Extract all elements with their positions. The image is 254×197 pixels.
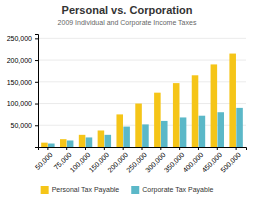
y-tick-mark [35, 60, 38, 61]
y-tick-label: 50,000 [11, 122, 33, 129]
subtitle: 2009 Individual and Corporate Income Tax… [58, 19, 197, 27]
legend-item: Personal Tax Payable [41, 186, 120, 194]
bar [98, 130, 105, 147]
x-tick-mark [198, 147, 199, 150]
bar [135, 104, 142, 147]
legend-item: Corporate Tax Payable [131, 186, 213, 194]
bar [116, 114, 123, 147]
bar [123, 127, 130, 147]
y-tick: 150,000 [7, 79, 38, 86]
plot: 50,000100,000150,000200,000250,00050,000… [7, 35, 247, 174]
y-tick: 100,000 [7, 100, 38, 107]
legend-swatch [41, 186, 49, 194]
bar [211, 64, 218, 147]
x-tick-mark [85, 147, 86, 150]
bar [236, 108, 243, 147]
y-tick-label: 250,000 [7, 35, 32, 42]
x-tick-mark [123, 147, 124, 150]
y-tick-mark [35, 125, 38, 126]
y-tick-label: 200,000 [7, 57, 32, 64]
bar-series [48, 108, 243, 147]
grid-line [38, 38, 246, 39]
y-tick-label: 100,000 [7, 100, 32, 107]
x-tick-mark [179, 147, 180, 150]
legend-label: Personal Tax Payable [52, 186, 120, 194]
x-tick-mark [236, 147, 237, 150]
y-tick: 200,000 [7, 57, 38, 64]
x-tick-label: 50,000 [34, 151, 54, 171]
x-tick: 500,000 [219, 147, 242, 174]
y-tick-mark [35, 38, 38, 39]
x-axis: 50,00075,000100,000150,000200,000250,000… [34, 147, 247, 174]
bar [173, 83, 180, 147]
title: Personal vs. Corporation [62, 4, 193, 16]
x-tick-mark [160, 147, 161, 150]
bar [154, 93, 161, 147]
y-tick: 50,000 [11, 122, 38, 129]
bar [60, 139, 67, 147]
x-tick-mark [104, 147, 105, 150]
y-tick-mark [35, 82, 38, 83]
x-axis-line [39, 148, 247, 151]
grid-line [38, 60, 246, 61]
y-tick-mark [35, 104, 38, 105]
bar [86, 137, 93, 147]
chart: Personal vs. Corporation 2009 Individual … [0, 0, 254, 197]
y-axis-line [35, 35, 39, 148]
x-tick-mark [142, 147, 143, 150]
bar [229, 54, 236, 147]
bar [161, 121, 168, 147]
bars [41, 54, 243, 147]
bar [192, 75, 199, 147]
x-tick: 50,000 [34, 147, 54, 171]
legend: Personal Tax Payable Corporate Tax Payabl… [41, 186, 214, 194]
bar-series [41, 54, 236, 147]
bar [199, 116, 206, 147]
x-tick-mark [47, 147, 48, 150]
y-axis: 50,000 100,000 150,000 200,000 250,000 [7, 35, 39, 148]
legend-label: Corporate Tax Payable [142, 186, 213, 194]
bar [48, 144, 55, 147]
bar [217, 112, 224, 147]
bar [180, 117, 187, 147]
x-tick-mark [217, 147, 218, 150]
y-tick-label: 150,000 [7, 79, 32, 86]
bar [41, 143, 48, 147]
y-tick: 250,000 [7, 35, 38, 42]
legend-swatch [131, 186, 139, 194]
bar [79, 135, 86, 147]
x-tick-mark [66, 147, 67, 150]
bar [142, 124, 149, 147]
x-tick-label: 500,000 [219, 151, 242, 174]
bar [67, 140, 74, 147]
bar [105, 135, 112, 147]
